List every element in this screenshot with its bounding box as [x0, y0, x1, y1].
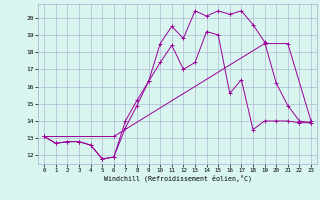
X-axis label: Windchill (Refroidissement éolien,°C): Windchill (Refroidissement éolien,°C): [104, 175, 252, 182]
